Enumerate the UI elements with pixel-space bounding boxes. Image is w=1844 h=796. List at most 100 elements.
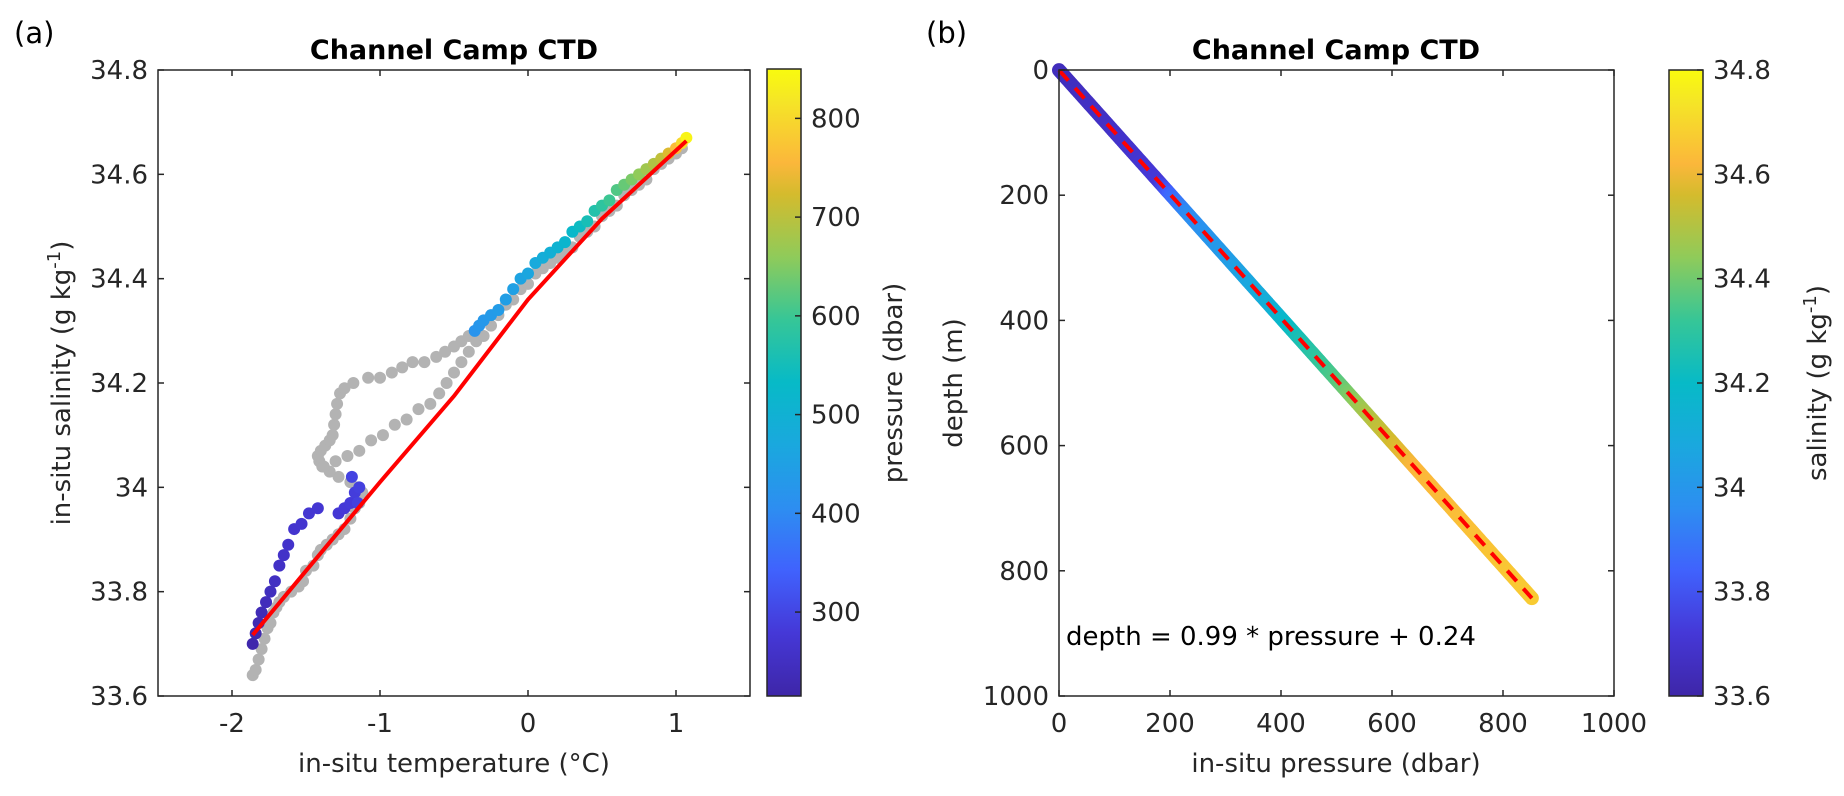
colorbar-tick-label: 500 bbox=[811, 401, 861, 431]
gray-point bbox=[347, 377, 360, 389]
x-tick-label: -1 bbox=[367, 709, 393, 739]
pressure-colored-point bbox=[264, 585, 277, 598]
panel-a-label: (a) bbox=[14, 16, 54, 50]
salinity-colorbar-label: salinity (g kg-1) bbox=[1800, 285, 1833, 481]
gray-point bbox=[258, 632, 271, 645]
pressure-colored-point bbox=[353, 481, 366, 494]
y-tick-label: 600 bbox=[999, 432, 1049, 462]
pressure-colored-point bbox=[559, 236, 571, 249]
gray-point bbox=[332, 470, 345, 483]
gray-point bbox=[326, 429, 339, 442]
gray-point bbox=[328, 418, 341, 431]
x-tick-label: -2 bbox=[219, 709, 245, 739]
pressure-colored-point bbox=[680, 131, 693, 144]
panel-b: (b) Channel Camp CTD 0 200 400 600 800 1000 0… bbox=[926, 16, 1833, 779]
gray-point bbox=[440, 377, 453, 389]
y-tick-label: 33.8 bbox=[90, 578, 148, 608]
pressure-colorbar bbox=[766, 68, 802, 697]
gray-point bbox=[249, 663, 262, 676]
x-tick-label: 1 bbox=[668, 709, 685, 739]
panel-a-title: Channel Camp CTD bbox=[310, 35, 598, 66]
gray-point bbox=[329, 408, 342, 421]
y-tick-label: 800 bbox=[999, 557, 1049, 587]
gray-point bbox=[400, 413, 413, 426]
pressure-colored-point bbox=[345, 470, 358, 483]
pressure-colored-point bbox=[246, 637, 259, 650]
y-tick-label: 34 bbox=[115, 473, 148, 503]
pressure-colored-point bbox=[282, 538, 295, 551]
y-tick-label: 0 bbox=[1032, 56, 1049, 86]
gray-point bbox=[376, 429, 389, 442]
gray-point bbox=[385, 366, 398, 379]
panel-b-x-ticks: 0 200 400 600 800 1000 bbox=[1051, 70, 1647, 739]
gray-point bbox=[418, 356, 431, 369]
colored-points bbox=[246, 131, 693, 650]
pressure-colored-point bbox=[507, 283, 520, 296]
fit-line bbox=[251, 139, 688, 637]
y-tick-label: 200 bbox=[999, 181, 1049, 211]
gray-point bbox=[455, 356, 468, 369]
x-tick-label: 600 bbox=[1367, 709, 1417, 739]
x-tick-label: 1000 bbox=[1581, 709, 1647, 739]
pressure-colored-point bbox=[273, 559, 286, 572]
gray-point bbox=[424, 397, 437, 410]
pressure-colored-point bbox=[492, 303, 505, 316]
gray-point bbox=[353, 444, 366, 457]
panel-b-title: Channel Camp CTD bbox=[1192, 35, 1480, 66]
gray-point bbox=[341, 450, 354, 463]
panel-b-x-label: in-situ pressure (dbar) bbox=[1191, 749, 1480, 779]
gray-point bbox=[477, 330, 490, 343]
colorbar-tick-label: 34.8 bbox=[1713, 56, 1771, 86]
y-tick-label: 34.2 bbox=[90, 369, 148, 399]
pressure-colored-point bbox=[268, 575, 281, 588]
colorbar-tick-label: 700 bbox=[811, 203, 861, 233]
colorbar-tick-label: 800 bbox=[811, 104, 861, 134]
salinity-colorbar-ticks: 33.6 33.8 34 34.2 34.4 34.6 34.8 bbox=[1697, 56, 1771, 712]
colorbar-tick-label: 33.8 bbox=[1713, 578, 1771, 608]
gray-point bbox=[317, 460, 330, 473]
x-tick-label: 800 bbox=[1478, 709, 1528, 739]
gray-point bbox=[396, 361, 409, 374]
gray-point bbox=[365, 434, 378, 447]
gray-point bbox=[406, 356, 419, 369]
gray-point bbox=[338, 382, 351, 395]
y-tick-label: 34.8 bbox=[90, 56, 148, 86]
colorbar-tick-label: 33.6 bbox=[1713, 682, 1771, 712]
gray-point bbox=[374, 371, 386, 384]
panel-a: (a) Channel Camp CTD -2 -1 0 1 33.6 33.8 34 34… bbox=[14, 16, 909, 779]
colorbar-tick-label: 34 bbox=[1713, 473, 1746, 503]
y-tick-label: 400 bbox=[999, 306, 1049, 336]
panel-a-y-ticks: 33.6 33.8 34 34.2 34.4 34.6 34.8 bbox=[90, 56, 750, 712]
pressure-colored-point bbox=[295, 517, 308, 530]
panel-b-axes-box bbox=[1058, 69, 1615, 697]
panel-b-y-ticks: 0 200 400 600 800 1000 bbox=[983, 56, 1614, 712]
gray-point bbox=[329, 455, 342, 468]
pressure-colorbar-label: pressure (dbar) bbox=[879, 283, 909, 483]
y-tick-label: 1000 bbox=[983, 682, 1049, 712]
pressure-colored-point bbox=[581, 215, 594, 228]
gray-point bbox=[462, 345, 475, 358]
x-tick-label: 200 bbox=[1145, 709, 1195, 739]
gray-point bbox=[448, 366, 460, 379]
pressure-colored-point bbox=[260, 596, 273, 609]
gray-point bbox=[439, 345, 452, 358]
gray-point bbox=[412, 403, 425, 416]
colorbar-tick-label: 400 bbox=[811, 499, 861, 529]
fit-equation-annotation: depth = 0.99 * pressure + 0.24 bbox=[1066, 622, 1476, 652]
pressure-colored-point bbox=[522, 267, 534, 280]
gray-point bbox=[255, 643, 268, 656]
panel-b-y-label: depth (m) bbox=[939, 318, 969, 448]
pressure-colored-point bbox=[311, 502, 324, 515]
y-tick-label: 33.6 bbox=[90, 682, 148, 712]
gray-point bbox=[388, 418, 401, 431]
gray-point bbox=[362, 371, 375, 384]
gray-point bbox=[252, 653, 265, 666]
colorbar-tick-label: 34.6 bbox=[1713, 160, 1771, 190]
gray-points bbox=[246, 142, 688, 682]
x-tick-label: 0 bbox=[1051, 709, 1068, 739]
panel-a-x-ticks: -2 -1 0 1 bbox=[219, 70, 684, 739]
colorbar-tick-label: 600 bbox=[811, 302, 861, 332]
gray-point bbox=[430, 350, 443, 363]
pressure-colorbar-ticks: 300 400 500 600 700 800 bbox=[795, 104, 861, 628]
